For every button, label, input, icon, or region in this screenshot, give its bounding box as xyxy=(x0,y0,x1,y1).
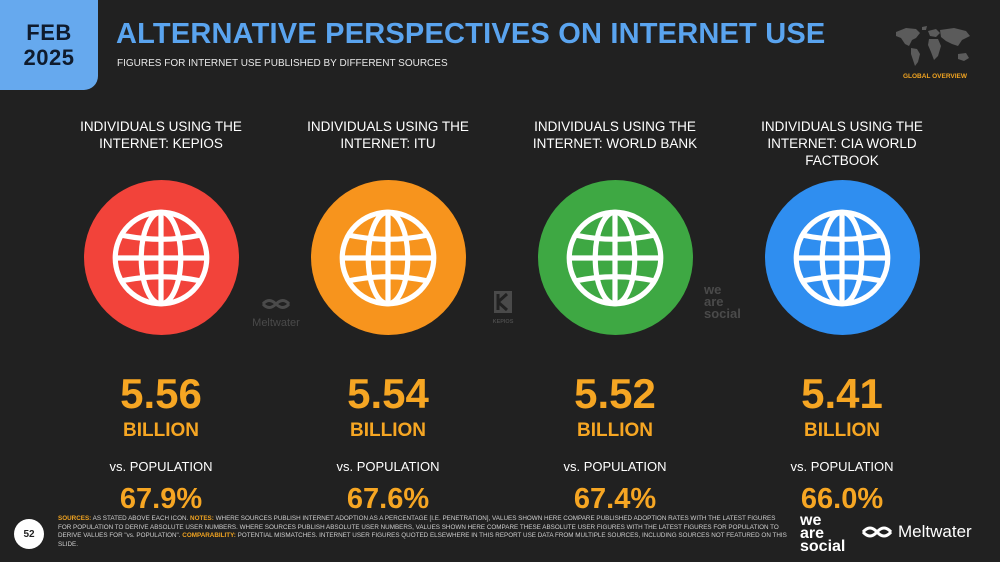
column-title-line1: INDIVIDUALS USING THE xyxy=(307,119,469,134)
penetration-value: 67.4% xyxy=(573,483,657,515)
kepios-watermark: KEPIOS xyxy=(487,290,519,325)
column-title-line1: INDIVIDUALS USING THE xyxy=(534,119,696,134)
vs-population-label: vs. POPULATION xyxy=(336,459,440,474)
page-title: ALTERNATIVE PERSPECTIVES ON INTERNET USE xyxy=(116,18,826,50)
column-title: INDIVIDUALS USING THE INTERNET: KEPIOS xyxy=(50,118,272,154)
user-count-unit: BILLION xyxy=(123,420,199,441)
notes-text: WHERE SOURCES PUBLISH INTERNET ADOPTION … xyxy=(58,515,779,540)
wearesocial-watermark-line1: we xyxy=(704,282,722,297)
date-year: 2025 xyxy=(23,45,75,70)
user-count-unit: BILLION xyxy=(804,420,880,441)
column-title: INDIVIDUALS USING THE INTERNET: WORLD BA… xyxy=(504,118,726,154)
column-title-line2: INTERNET: KEPIOS xyxy=(99,136,223,151)
meltwater-logo-icon xyxy=(861,526,893,538)
vs-population-label: vs. POPULATION xyxy=(563,459,667,474)
column-title-line2: INTERNET: ITU xyxy=(340,136,436,151)
column-title-line2: INTERNET: CIA WORLD FACTBOOK xyxy=(767,136,917,168)
wearesocial-logo: we are social xyxy=(800,512,846,555)
user-count-value: 5.56 xyxy=(120,370,202,417)
meltwater-logo-icon xyxy=(261,299,291,309)
column-title: INDIVIDUALS USING THE INTERNET: CIA WORL… xyxy=(731,118,953,168)
section-label: GLOBAL OVERVIEW xyxy=(902,73,968,80)
kepios-logo-icon xyxy=(494,291,512,313)
column-title-line2: INTERNET: WORLD BANK xyxy=(532,136,698,151)
column-title: INDIVIDUALS USING THE INTERNET: ITU xyxy=(277,118,499,154)
globe-icon xyxy=(793,209,891,306)
source-column-kepios: INDIVIDUALS USING THE INTERNET: KEPIOS 5… xyxy=(50,118,272,515)
wearesocial-watermark-line3: social xyxy=(704,306,741,321)
user-count-value: 5.54 xyxy=(347,370,429,417)
date-month: FEB xyxy=(26,20,72,45)
globe-circle xyxy=(83,180,239,335)
sources-label: SOURCES: xyxy=(58,515,92,522)
penetration-value: 67.9% xyxy=(119,483,203,515)
source-column-itu: INDIVIDUALS USING THE INTERNET: ITU 5.54… xyxy=(277,118,499,515)
penetration-value: 67.6% xyxy=(346,483,430,515)
date-badge: FEB 2025 xyxy=(0,0,98,90)
globe-circle xyxy=(310,180,466,335)
penetration-value: 66.0% xyxy=(800,483,884,515)
vs-population-label: vs. POPULATION xyxy=(790,459,894,474)
world-map-icon xyxy=(896,26,970,66)
user-count-unit: BILLION xyxy=(350,420,426,441)
user-count-unit: BILLION xyxy=(577,420,653,441)
globe-icon xyxy=(339,209,437,306)
source-column-world-bank: INDIVIDUALS USING THE INTERNET: WORLD BA… xyxy=(504,118,726,515)
vs-population-label: vs. POPULATION xyxy=(109,459,213,474)
user-count-value: 5.52 xyxy=(574,370,656,417)
meltwater-logo-text: Meltwater xyxy=(898,522,972,541)
meltwater-logo: Meltwater xyxy=(860,522,972,542)
comparability-text: POTENTIAL MISMATCHES. INTERNET USER FIGU… xyxy=(58,532,787,548)
source-column-cia-world-factbook: INDIVIDUALS USING THE INTERNET: CIA WORL… xyxy=(731,118,953,515)
notes-label: NOTES: xyxy=(190,515,214,522)
wearesocial-watermark-line2: are xyxy=(704,294,724,309)
page-subtitle: FIGURES FOR INTERNET USE PUBLISHED BY DI… xyxy=(117,58,448,69)
user-count-value: 5.41 xyxy=(801,370,883,417)
meltwater-watermark: Meltwater xyxy=(246,296,306,329)
wearesocial-logo-line2: are xyxy=(800,525,825,542)
globe-icon xyxy=(566,209,664,306)
wearesocial-logo-line3: social xyxy=(800,538,846,555)
sources-text: AS STATED ABOVE EACH ICON. xyxy=(91,515,191,522)
globe-circle xyxy=(764,180,920,335)
meltwater-watermark-text: Meltwater xyxy=(252,317,300,329)
column-title-line1: INDIVIDUALS USING THE xyxy=(80,119,242,134)
kepios-watermark-text: KEPIOS xyxy=(492,319,514,325)
column-title-line1: INDIVIDUALS USING THE xyxy=(761,119,923,134)
wearesocial-logo-line1: we xyxy=(800,512,822,529)
globe-circle xyxy=(537,180,693,335)
footnote: SOURCES: AS STATED ABOVE EACH ICON. NOTE… xyxy=(58,515,788,549)
page-number: 52 xyxy=(14,519,44,549)
comparability-label: COMPARABILITY: xyxy=(182,532,236,540)
globe-icon xyxy=(112,209,210,306)
wearesocial-watermark: we are social xyxy=(704,282,741,321)
